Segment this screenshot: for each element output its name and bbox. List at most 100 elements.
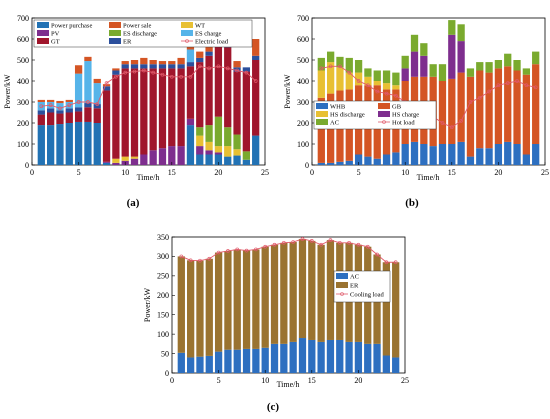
bar-segment-esc (84, 61, 92, 104)
bar-segment-ac_c (252, 348, 260, 373)
x-tick-label: 25 (401, 376, 409, 385)
bar-segment-ppurch (37, 125, 45, 165)
bar-segment-er (252, 55, 260, 60)
bar-segment-er (149, 64, 157, 69)
legend-label: GB (392, 104, 402, 111)
bar-segment-ppurch (196, 154, 204, 165)
bar-segment-esd (214, 116, 223, 147)
bar-segment-gt (205, 55, 213, 126)
bar-segment-ac_c (280, 343, 288, 373)
bar-segment-hsc (457, 41, 465, 73)
bar-segment-pv (205, 150, 213, 155)
bar-segment-ppurch (252, 135, 260, 165)
bar-segment-gt (74, 111, 83, 122)
bar-segment-er (242, 67, 250, 72)
y-tick-label: 700 (17, 14, 29, 23)
bar-segment-whb (317, 162, 325, 165)
bar-segment-er_c (308, 240, 316, 340)
bar-segment-ppurch (214, 154, 223, 165)
x-tick-label: 5 (357, 168, 361, 177)
bar-segment-psale (65, 99, 73, 102)
bar-segment-pv (196, 146, 204, 155)
bar-segment-ac (476, 62, 484, 71)
bar-segment-ppurch (65, 123, 73, 165)
y-tick-label: 700 (297, 14, 309, 23)
load-point (207, 66, 211, 71)
bar-segment-er (168, 64, 176, 69)
bar-segment-gt (196, 62, 204, 128)
bar-segment-er_c (326, 240, 335, 340)
load-point (235, 68, 239, 73)
bar-segment-ac (317, 57, 325, 71)
bar-segment-whb (420, 144, 428, 165)
load-point (281, 240, 286, 245)
load-point (487, 89, 491, 94)
bar-segment-whb (466, 156, 475, 165)
bar-segment-wt (112, 158, 120, 163)
y-axis-label: Power/kW (143, 287, 152, 322)
bar-segment-psale (158, 61, 167, 65)
legend-label: Cooling load (350, 292, 385, 299)
y-tick-label: 400 (17, 77, 29, 86)
legend-label: AC (330, 120, 339, 127)
load-point (95, 102, 100, 106)
legend-label: WHB (330, 104, 346, 111)
x-axis-label: Time/h (137, 173, 160, 182)
load-point (328, 238, 333, 242)
load-point (468, 100, 473, 104)
bar-segment-whb (457, 141, 465, 165)
y-tick-label: 150 (157, 311, 169, 320)
load-point (505, 81, 510, 85)
load-point (515, 79, 519, 83)
bar-segment-psale (74, 65, 83, 74)
bar-segment-ac_c (242, 348, 251, 373)
bar-segment-psale (140, 57, 148, 65)
legend-swatch (336, 282, 348, 288)
load-point (226, 249, 230, 253)
bar-segment-ac_c (261, 347, 269, 373)
legend: WHB GB HS discharge HS charge AC Hot load (313, 100, 437, 130)
bar-segment-ppurch (74, 121, 83, 165)
y-axis-label: Power/kW (283, 74, 292, 109)
y-tick-label: 200 (297, 119, 309, 128)
bar-segment-gb (485, 72, 493, 149)
bar-segment-ppurch (224, 156, 232, 165)
bar-segment-ac (513, 60, 521, 71)
bar-segment-whb (438, 144, 447, 165)
bar-segment-pv (158, 148, 167, 165)
bar-segment-er_c (270, 244, 279, 344)
bar-segment-ac (410, 34, 419, 52)
bar-segment-pv (177, 146, 185, 165)
bar-segment-hsd (345, 72, 353, 90)
bar-segment-whb (410, 141, 419, 165)
bar-segment-ac (457, 24, 465, 42)
bar-segment-ac_c (317, 341, 325, 373)
bar-segment-pv (168, 146, 176, 165)
load-point (496, 83, 501, 88)
load-point (384, 91, 389, 96)
load-point (179, 74, 183, 79)
load-point (384, 260, 389, 265)
bar-segment-ac (327, 51, 335, 63)
bar-segment-ac (336, 56, 344, 68)
legend-label: PV (51, 31, 60, 38)
bar-segment-er (65, 108, 73, 113)
y-tick-label: 200 (17, 119, 29, 128)
bar-segment-gb (457, 72, 465, 142)
bar-segment-gt (158, 68, 167, 149)
x-tick-label: 5 (77, 168, 81, 177)
legend-box (313, 100, 437, 130)
bar-segment-esd (233, 134, 241, 150)
x-axis-label: Time/h (417, 173, 440, 182)
bar-segment-whb (504, 141, 512, 165)
bar-segment-whb (485, 148, 493, 165)
bar-segment-gt (84, 107, 92, 122)
load-point (198, 258, 202, 263)
load-point (254, 247, 258, 252)
load-point (141, 68, 146, 73)
legend-label: ER (123, 39, 132, 46)
bar-segment-ac (494, 60, 503, 69)
load-point (263, 244, 268, 249)
bar-segment-gb (466, 76, 475, 157)
load-point (235, 247, 240, 252)
